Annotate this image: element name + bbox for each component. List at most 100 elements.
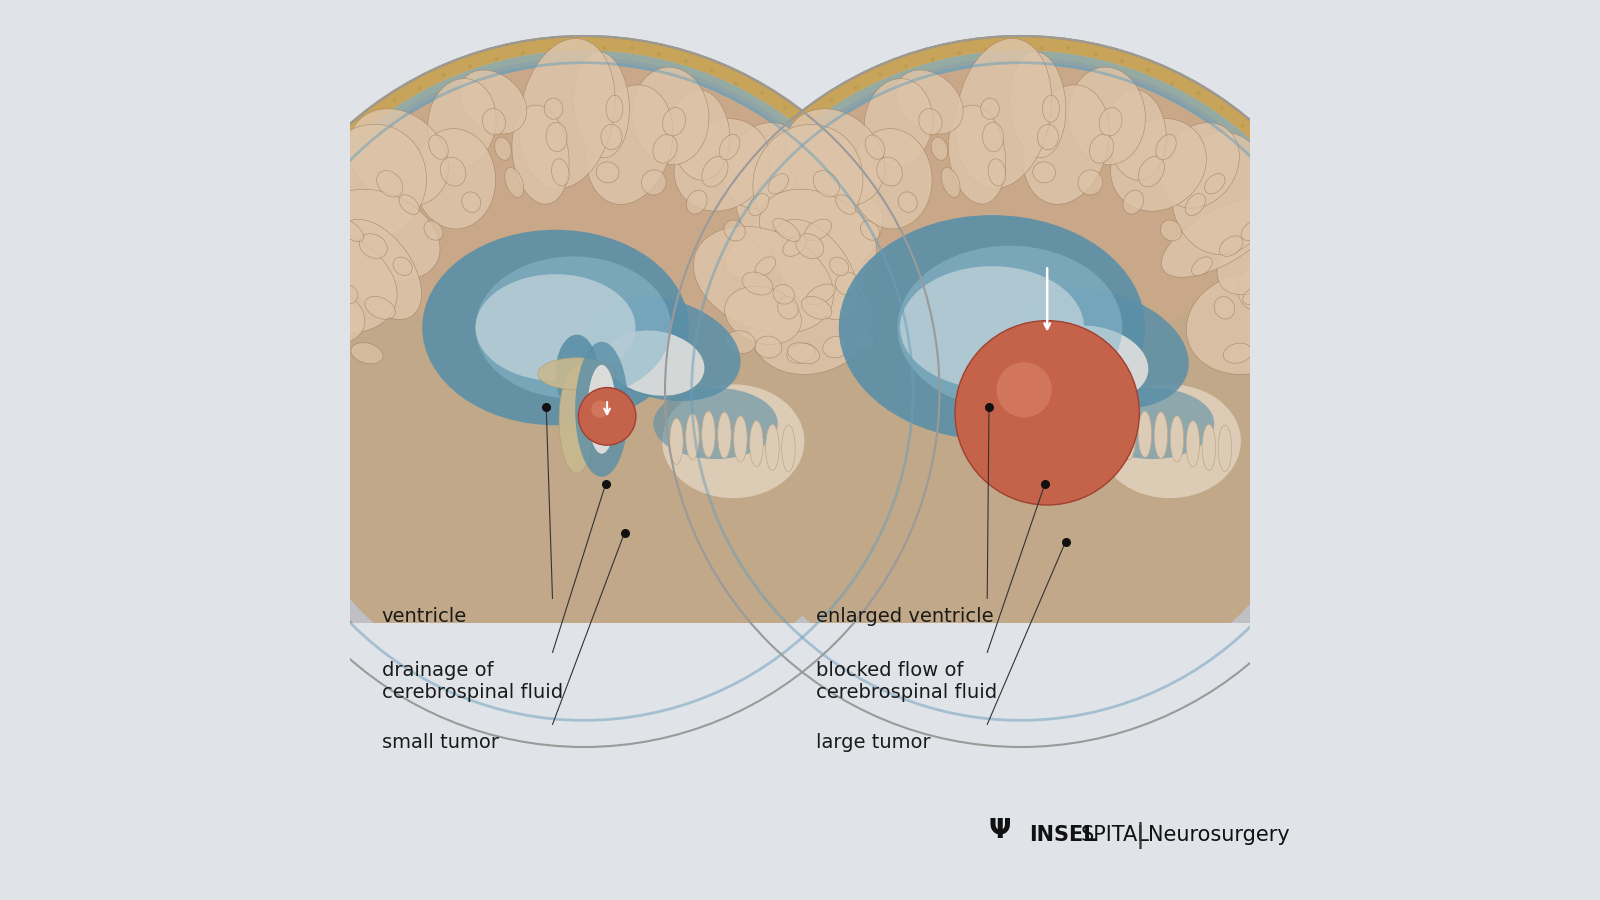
Circle shape: [282, 560, 286, 564]
Circle shape: [682, 457, 685, 462]
Ellipse shape: [760, 189, 877, 281]
Ellipse shape: [1243, 284, 1272, 305]
Ellipse shape: [898, 192, 917, 212]
Ellipse shape: [1162, 199, 1277, 277]
Circle shape: [907, 282, 912, 286]
Ellipse shape: [414, 129, 496, 229]
Circle shape: [1120, 719, 1123, 723]
Circle shape: [1171, 699, 1176, 704]
Circle shape: [314, 174, 317, 178]
Ellipse shape: [587, 364, 616, 454]
Circle shape: [822, 143, 827, 148]
Ellipse shape: [782, 425, 795, 472]
Ellipse shape: [642, 170, 666, 195]
Circle shape: [574, 733, 579, 737]
Ellipse shape: [982, 122, 1003, 152]
Circle shape: [674, 403, 678, 408]
Circle shape: [235, 431, 240, 435]
Circle shape: [1038, 46, 1043, 50]
Circle shape: [1011, 42, 1016, 47]
Circle shape: [829, 680, 834, 684]
Wedge shape: [707, 259, 1333, 705]
Circle shape: [370, 664, 374, 669]
Circle shape: [1362, 390, 1366, 393]
Ellipse shape: [829, 257, 848, 275]
Ellipse shape: [734, 416, 747, 462]
Circle shape: [547, 733, 552, 737]
Ellipse shape: [1205, 174, 1226, 194]
Wedge shape: [277, 392, 891, 718]
Ellipse shape: [861, 220, 880, 240]
Circle shape: [878, 73, 882, 77]
Circle shape: [678, 320, 682, 325]
Ellipse shape: [1090, 134, 1114, 163]
Circle shape: [547, 48, 552, 52]
Ellipse shape: [755, 336, 782, 358]
Circle shape: [237, 375, 242, 380]
Ellipse shape: [1219, 236, 1243, 256]
Circle shape: [683, 719, 688, 723]
Ellipse shape: [1202, 425, 1216, 471]
Ellipse shape: [754, 124, 862, 240]
Text: ventricle: ventricle: [381, 608, 467, 626]
Ellipse shape: [718, 412, 731, 458]
Text: Ψ: Ψ: [989, 818, 1011, 843]
Ellipse shape: [1224, 343, 1251, 364]
Circle shape: [706, 536, 710, 540]
Ellipse shape: [544, 98, 563, 120]
Ellipse shape: [1214, 297, 1235, 320]
Circle shape: [806, 664, 811, 669]
Ellipse shape: [258, 226, 397, 333]
Ellipse shape: [512, 105, 570, 204]
Ellipse shape: [725, 330, 755, 354]
Ellipse shape: [1078, 170, 1102, 195]
Bar: [666, 623, 1376, 800]
Circle shape: [984, 733, 989, 737]
Circle shape: [749, 174, 754, 178]
Circle shape: [1360, 445, 1365, 448]
Circle shape: [1336, 523, 1339, 526]
Circle shape: [259, 510, 262, 515]
Circle shape: [442, 73, 445, 77]
Circle shape: [1120, 58, 1125, 63]
Circle shape: [899, 523, 904, 526]
Ellipse shape: [349, 109, 448, 206]
Ellipse shape: [766, 425, 779, 471]
Ellipse shape: [494, 137, 512, 160]
Circle shape: [592, 400, 608, 418]
Ellipse shape: [918, 109, 942, 135]
Ellipse shape: [482, 109, 506, 135]
Circle shape: [574, 42, 579, 47]
Circle shape: [1355, 308, 1358, 312]
Circle shape: [957, 51, 962, 55]
Wedge shape: [270, 259, 898, 705]
Ellipse shape: [1032, 162, 1056, 183]
Ellipse shape: [1122, 414, 1136, 460]
Ellipse shape: [552, 158, 570, 186]
Circle shape: [1067, 46, 1070, 50]
Circle shape: [718, 560, 722, 564]
Circle shape: [238, 348, 243, 353]
Ellipse shape: [1022, 85, 1109, 204]
Ellipse shape: [702, 157, 728, 187]
Ellipse shape: [1272, 272, 1294, 295]
Ellipse shape: [1238, 254, 1302, 312]
Circle shape: [578, 388, 635, 446]
Circle shape: [1093, 724, 1098, 729]
Circle shape: [520, 730, 525, 734]
Ellipse shape: [1192, 256, 1213, 275]
Circle shape: [349, 132, 354, 137]
Ellipse shape: [306, 272, 336, 295]
Ellipse shape: [851, 129, 933, 229]
Wedge shape: [714, 392, 1328, 718]
Ellipse shape: [835, 272, 859, 295]
Circle shape: [693, 267, 696, 272]
Ellipse shape: [1069, 68, 1146, 165]
Circle shape: [371, 116, 376, 121]
Circle shape: [1195, 687, 1200, 691]
Circle shape: [237, 403, 242, 408]
Circle shape: [269, 536, 274, 540]
Circle shape: [674, 375, 677, 380]
Ellipse shape: [1218, 196, 1318, 294]
Ellipse shape: [422, 230, 690, 426]
